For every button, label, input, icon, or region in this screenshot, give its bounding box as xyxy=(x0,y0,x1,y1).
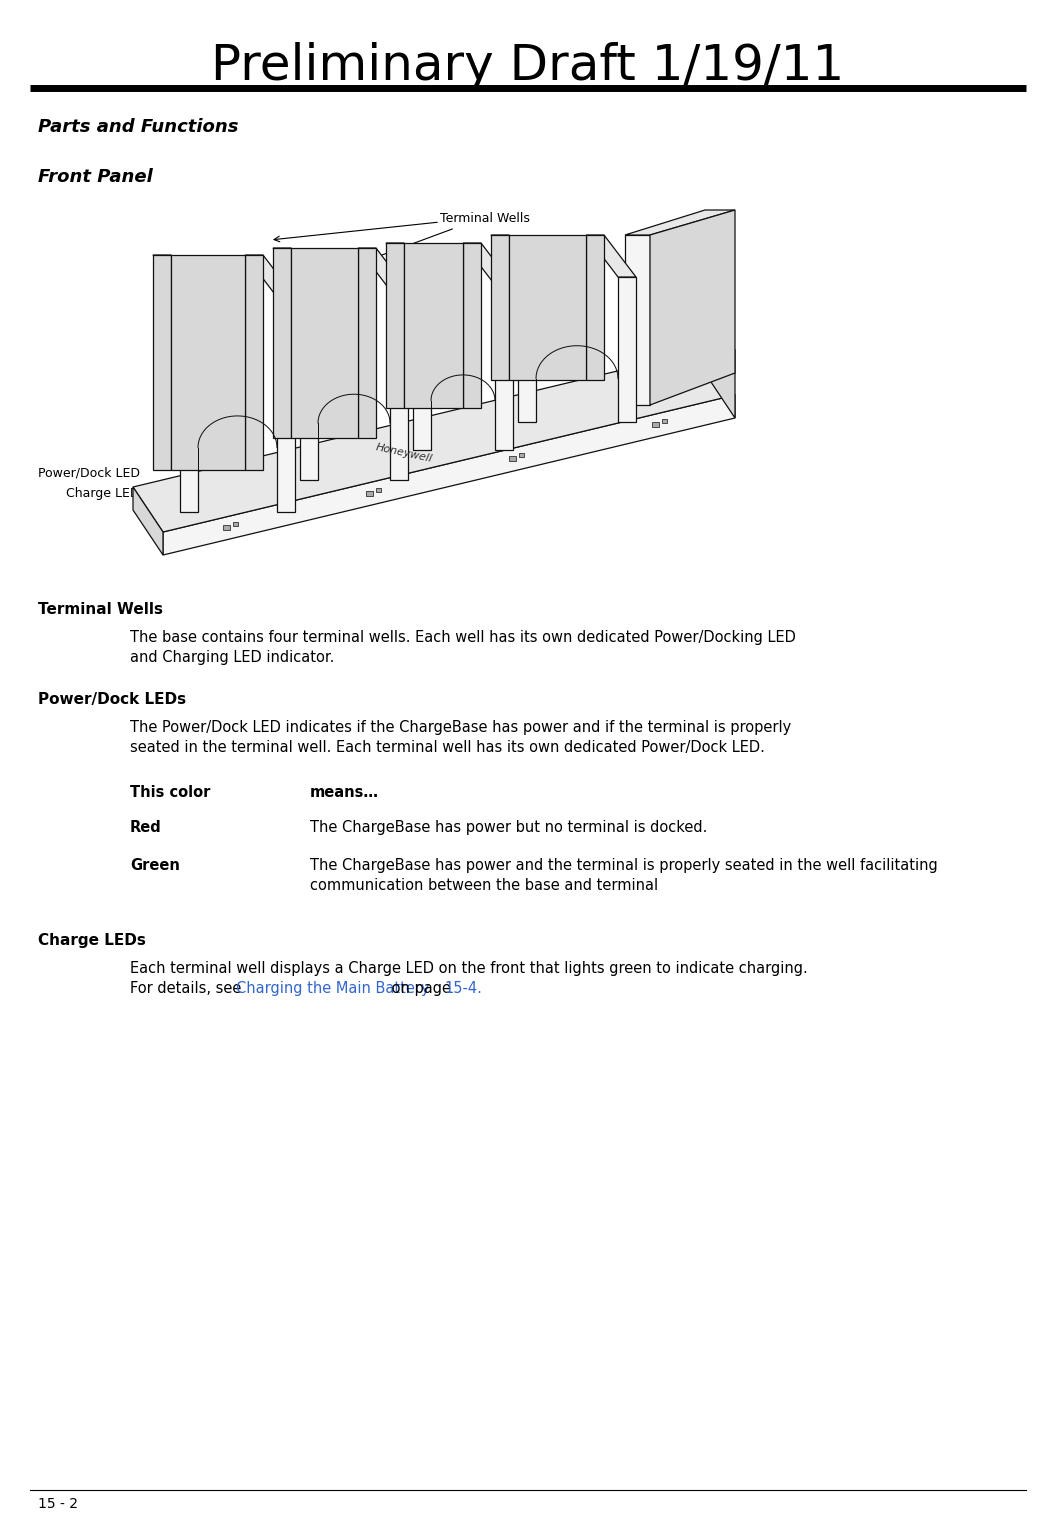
Text: seated in the terminal well. Each terminal well has its own dedicated Power/Dock: seated in the terminal well. Each termin… xyxy=(130,741,765,754)
Text: Power/Dock LED: Power/Dock LED xyxy=(38,466,140,480)
Bar xyxy=(376,488,380,492)
Text: 15-4.: 15-4. xyxy=(444,981,482,997)
Text: 15 - 2: 15 - 2 xyxy=(38,1497,78,1510)
Polygon shape xyxy=(300,290,318,480)
Polygon shape xyxy=(358,248,376,437)
Text: Charge LED: Charge LED xyxy=(65,488,139,500)
Text: Charge LEDs: Charge LEDs xyxy=(38,933,146,948)
Bar xyxy=(365,491,373,495)
Polygon shape xyxy=(163,395,735,555)
Text: Red: Red xyxy=(130,820,162,835)
Polygon shape xyxy=(274,248,318,290)
Bar xyxy=(661,419,666,424)
Polygon shape xyxy=(386,242,404,408)
Polygon shape xyxy=(180,297,199,512)
Bar xyxy=(232,521,238,526)
Polygon shape xyxy=(463,242,480,408)
Text: The ChargeBase has power but no terminal is docked.: The ChargeBase has power but no terminal… xyxy=(310,820,708,835)
Text: and Charging LED indicator.: and Charging LED indicator. xyxy=(130,651,335,664)
Polygon shape xyxy=(463,242,513,285)
Polygon shape xyxy=(705,305,735,418)
Polygon shape xyxy=(650,210,735,405)
Polygon shape xyxy=(586,235,604,379)
Text: Front Panel: Front Panel xyxy=(38,168,153,186)
Polygon shape xyxy=(133,488,163,555)
Bar xyxy=(518,453,524,457)
Text: The base contains four terminal wells. Each well has its own dedicated Power/Doc: The base contains four terminal wells. E… xyxy=(130,629,796,645)
Text: Charging the Main Battery: Charging the Main Battery xyxy=(235,981,430,997)
Polygon shape xyxy=(518,277,536,422)
Bar xyxy=(223,524,229,530)
Polygon shape xyxy=(491,235,509,379)
Polygon shape xyxy=(586,235,636,277)
Text: Power/Dock LEDs: Power/Dock LEDs xyxy=(38,692,186,707)
Text: Honeywell: Honeywell xyxy=(375,442,434,463)
Text: Green: Green xyxy=(130,858,180,873)
Polygon shape xyxy=(404,242,463,408)
Bar xyxy=(509,456,515,462)
Polygon shape xyxy=(625,210,735,235)
Text: The Power/Dock LED indicates if the ChargeBase has power and if the terminal is : The Power/Dock LED indicates if the Char… xyxy=(130,719,791,735)
Text: Terminal Wells: Terminal Wells xyxy=(440,212,530,226)
Polygon shape xyxy=(277,297,295,512)
Text: This color: This color xyxy=(130,785,210,800)
Text: on page: on page xyxy=(386,981,455,997)
Polygon shape xyxy=(413,285,431,450)
Text: Preliminary Draft 1/19/11: Preliminary Draft 1/19/11 xyxy=(211,43,845,90)
Polygon shape xyxy=(153,255,171,469)
Polygon shape xyxy=(153,255,199,297)
Text: Terminal Wells: Terminal Wells xyxy=(38,602,163,617)
Polygon shape xyxy=(291,248,358,437)
Polygon shape xyxy=(171,255,245,469)
Polygon shape xyxy=(491,235,536,277)
Polygon shape xyxy=(386,242,431,285)
Text: means…: means… xyxy=(310,785,379,800)
Polygon shape xyxy=(245,255,263,469)
Text: For details, see: For details, see xyxy=(130,981,246,997)
Bar xyxy=(652,422,659,427)
Polygon shape xyxy=(245,255,295,297)
Text: Each terminal well displays a Charge LED on the front that lights green to indic: Each terminal well displays a Charge LED… xyxy=(130,962,808,975)
Text: Parts and Functions: Parts and Functions xyxy=(38,117,239,136)
Polygon shape xyxy=(495,285,513,450)
Polygon shape xyxy=(274,248,291,437)
Polygon shape xyxy=(618,277,636,422)
Polygon shape xyxy=(509,235,586,379)
Polygon shape xyxy=(625,235,650,405)
Polygon shape xyxy=(133,351,735,532)
Text: communication between the base and terminal: communication between the base and termi… xyxy=(310,878,658,893)
Text: The ChargeBase has power and the terminal is properly seated in the well facilit: The ChargeBase has power and the termina… xyxy=(310,858,938,873)
Polygon shape xyxy=(390,290,408,480)
Polygon shape xyxy=(358,248,408,290)
